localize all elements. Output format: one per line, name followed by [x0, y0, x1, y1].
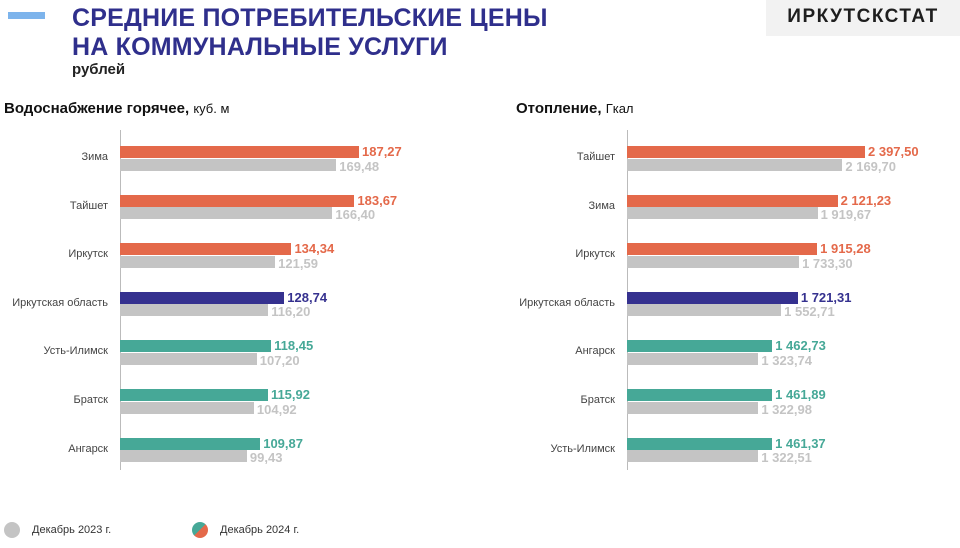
bar-2024 — [627, 340, 773, 353]
value-label-2023: 1 322,98 — [761, 401, 812, 417]
value-label-2024: 1 461,89 — [775, 387, 826, 402]
bar-2024 — [627, 194, 838, 207]
bar-2024 — [120, 243, 292, 256]
value-label-2024: 115,92 — [270, 387, 310, 402]
value-label-2024: 2 397,50 — [868, 144, 919, 159]
bar-2023 — [627, 207, 818, 220]
category-label: Зима — [81, 151, 108, 163]
value-label-2023: 104,92 — [256, 401, 297, 417]
chart-unit: куб. м — [193, 101, 230, 116]
category-label: Иркутская область — [12, 296, 108, 309]
category-label: Иркутская область — [519, 296, 615, 309]
bar-2023 — [120, 401, 254, 414]
bar-2023 — [120, 207, 333, 220]
title-line-1: СРЕДНИЕ ПОТРЕБИТЕЛЬСКИЕ ЦЕНЫ — [72, 4, 548, 32]
category-label: Иркутск — [68, 248, 108, 261]
value-label-2023: 2 169,70 — [845, 158, 896, 174]
category-label: Ангарск — [575, 345, 615, 358]
category-label: Усть-Илимск — [43, 345, 108, 358]
value-label-2024: 118,45 — [274, 338, 314, 354]
category-label: Тайшет — [576, 151, 615, 163]
value-label-2024: 109,87 — [263, 435, 303, 451]
category-label: Иркутск — [575, 248, 615, 261]
value-label-2023: 1 919,67 — [820, 207, 872, 223]
bar-2023 — [627, 304, 782, 317]
value-label-2024: 1 915,28 — [820, 241, 871, 257]
bar-2023 — [627, 255, 800, 268]
category-label: Тайшет — [69, 199, 108, 212]
value-label-2023: 116,20 — [271, 304, 311, 320]
legend-gray-dot-icon — [4, 522, 20, 538]
chart-unit: Гкал — [605, 101, 634, 116]
value-label-2024: 2 121,23 — [840, 192, 892, 208]
value-label-2024: 1 461,37 — [775, 435, 826, 451]
value-label-2024: 134,34 — [294, 241, 335, 257]
bar-2023 — [627, 352, 759, 365]
bar-2023 — [120, 158, 337, 171]
bar-2024 — [627, 146, 865, 158]
value-label-2023: 1 552,71 — [784, 304, 835, 320]
bar-2023 — [627, 450, 759, 463]
chart-title-heating: Отопление, Гкал — [516, 100, 634, 117]
category-label: Братск — [580, 394, 615, 406]
bar-2024 — [120, 340, 272, 353]
value-label-2024: 1 721,31 — [800, 289, 852, 305]
bar-2023 — [120, 304, 269, 317]
bar-2024 — [120, 194, 355, 207]
value-label-2023: 107,20 — [259, 352, 300, 368]
category-label: Зима — [588, 199, 615, 212]
category-label: Братск — [73, 394, 108, 406]
title-line-2: НА КОММУНАЛЬНЫЕ УСЛУГИ — [72, 33, 448, 61]
chart-title-text: Отопление, — [516, 100, 602, 117]
bar-2023 — [627, 158, 843, 171]
value-label-2023: 169,48 — [339, 158, 380, 174]
value-label-2023: 1 322,51 — [761, 450, 812, 466]
bar-2024 — [627, 243, 818, 256]
bar-2024 — [627, 437, 773, 450]
subtitle: рублей — [72, 61, 126, 78]
category-label: Усть-Илимск — [550, 442, 615, 455]
value-label-2023: 1 323,74 — [761, 352, 813, 368]
value-label-2024: 1 462,73 — [775, 338, 826, 354]
bar-2023 — [120, 450, 247, 463]
legend-label: Декабрь 2023 г. — [32, 524, 112, 536]
bar-2024 — [627, 291, 798, 304]
legend-item-2024: Декабрь 2024 г. — [192, 522, 299, 538]
bar-2023 — [627, 401, 759, 414]
value-label-2023: 166,40 — [335, 207, 376, 223]
page-title: СРЕДНИЕ ПОТРЕБИТЕЛЬСКИЕ ЦЕНЫ НА КОММУНАЛ… — [72, 4, 548, 62]
bar-2024 — [627, 389, 773, 401]
chart-water: Зима 187,27 169,48 Тайшет 183,67 166,40 Иркутс… — [0, 130, 480, 470]
value-label-2024: 183,67 — [357, 192, 398, 208]
legend-label: Декабрь 2024 г. — [220, 524, 300, 536]
value-label-2024: 128,74 — [287, 289, 328, 305]
accent-bar — [8, 12, 45, 19]
value-label-2023: 1 733,30 — [802, 255, 853, 271]
value-label-2023: 99,43 — [249, 450, 283, 466]
logo: ИРКУТСКСТАТ — [766, 0, 960, 36]
bar-2024 — [120, 437, 261, 450]
category-label: Ангарск — [68, 442, 108, 455]
chart-title-text: Водоснабжение горячее, — [4, 100, 190, 117]
chart-title-water: Водоснабжение горячее, куб. м — [4, 100, 229, 117]
bar-2023 — [120, 352, 257, 365]
legend-color-dot-icon — [192, 522, 208, 538]
legend-item-2023: Декабрь 2023 г. — [4, 522, 111, 538]
bar-2024 — [120, 389, 268, 401]
bar-2024 — [120, 291, 285, 304]
bar-2024 — [120, 146, 359, 158]
value-label-2024: 187,27 — [362, 144, 402, 159]
chart-heating: Тайшет 2 397,50 2 169,70 Зима 2 121,23 1 919,… — [480, 130, 960, 470]
bar-2023 — [120, 255, 276, 268]
value-label-2023: 121,59 — [278, 255, 318, 271]
